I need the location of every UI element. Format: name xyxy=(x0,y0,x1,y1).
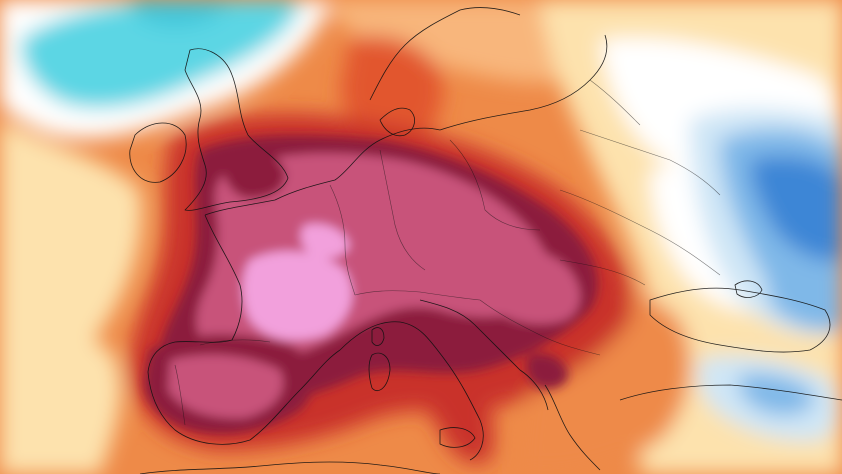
border-germany-east xyxy=(379,149,426,271)
border-baltics xyxy=(589,79,641,126)
ireland-coastline xyxy=(129,122,187,183)
black-sea-coastline xyxy=(649,287,831,353)
atlantic-cream-south xyxy=(0,300,121,474)
france-extreme-core xyxy=(242,251,353,340)
greece-coastline xyxy=(544,384,601,471)
bay-of-biscay-coastline xyxy=(147,214,341,445)
corsica-coastline xyxy=(371,327,385,346)
border-spain-portugal xyxy=(174,364,186,426)
great-britain-coastline xyxy=(184,48,289,211)
turkey-coastline xyxy=(619,384,842,401)
turkey-blue-field xyxy=(738,373,815,416)
balkans-pink-field xyxy=(465,245,580,324)
coastlines-and-borders xyxy=(129,7,842,474)
border-pyrenees xyxy=(199,339,271,346)
border-alps xyxy=(354,290,481,301)
border-ukraine xyxy=(559,189,721,276)
mediterranean-coastline xyxy=(339,321,484,461)
atlantic-cyan-field xyxy=(20,0,300,109)
russia-cold-core xyxy=(750,156,842,261)
western-europe-coastline xyxy=(204,127,441,216)
iberia-pink-core xyxy=(168,354,284,419)
adriatic-coastline xyxy=(419,299,549,411)
sardinia-coastline xyxy=(368,352,391,392)
border-balkans xyxy=(479,299,601,356)
country-borders xyxy=(174,79,721,426)
border-romania xyxy=(559,259,646,286)
border-belarus xyxy=(579,129,721,196)
black-sea-blue-field xyxy=(766,268,842,332)
heat-core-fields xyxy=(144,135,598,434)
greece-hot-spot xyxy=(526,353,568,389)
border-poland xyxy=(449,139,541,231)
crimea-coastline xyxy=(734,280,763,298)
north-africa-coastline xyxy=(139,461,441,474)
atlantic-cyan-core xyxy=(130,0,230,27)
scandinavia-coastline xyxy=(369,7,521,101)
denmark-coastline xyxy=(379,107,415,137)
uk-maroon-field xyxy=(222,146,286,199)
border-france-germany xyxy=(329,184,356,296)
baltic-coastline xyxy=(439,34,608,131)
central-france-extreme-spot xyxy=(300,223,350,259)
sicily-coastline xyxy=(439,427,476,448)
